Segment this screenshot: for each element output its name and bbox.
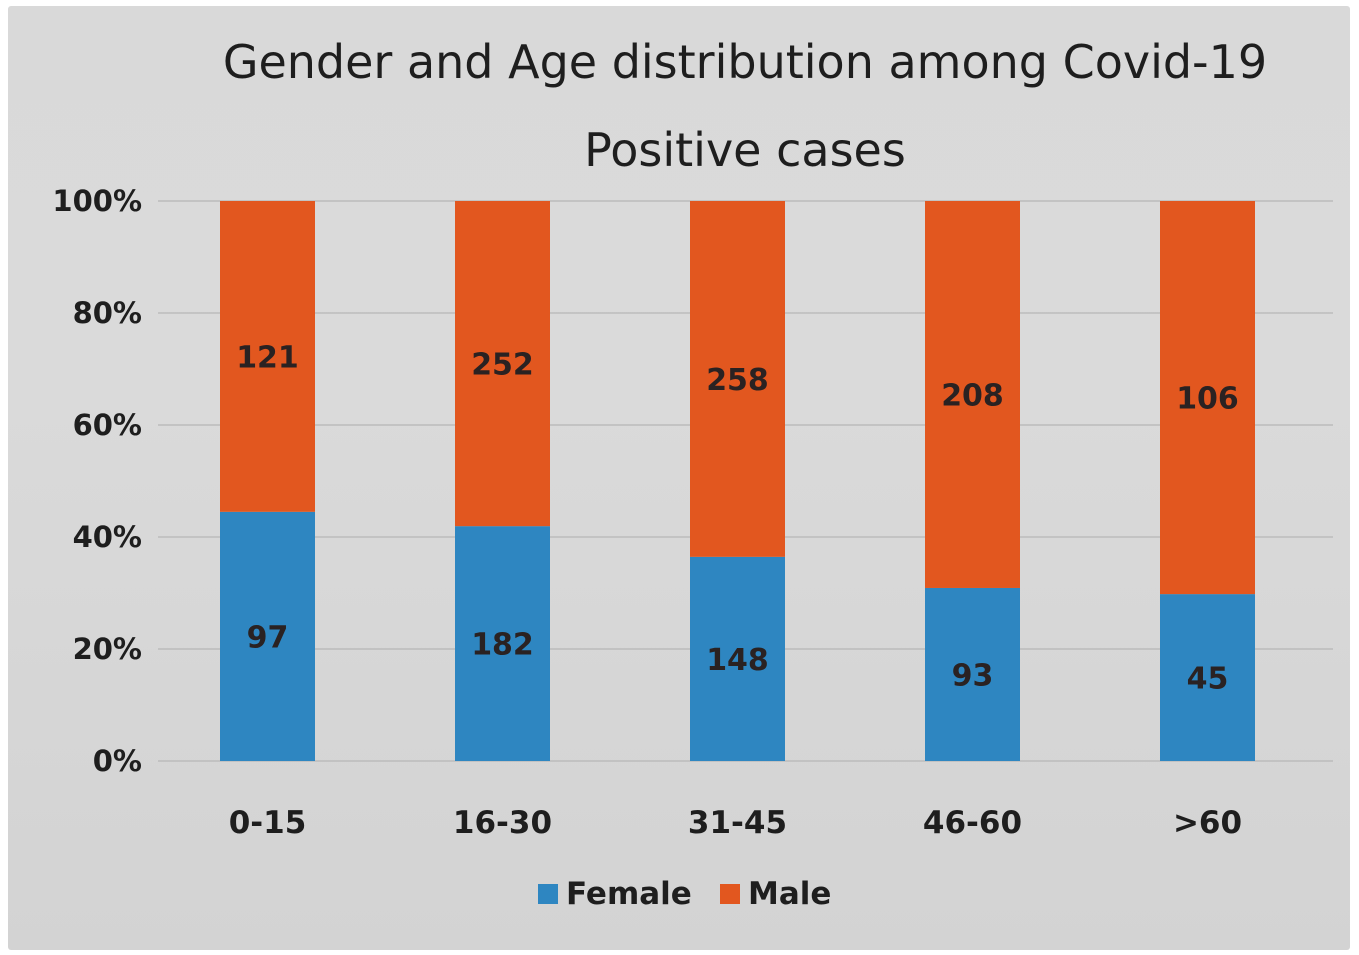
bar-female bbox=[1160, 594, 1255, 761]
y-tick-label: 0% bbox=[93, 744, 142, 778]
chart-frame: Gender and Age distribution among Covid-… bbox=[8, 6, 1350, 950]
bar-female bbox=[690, 556, 785, 761]
chart-title: Gender and Age distribution among Covid-… bbox=[223, 35, 1267, 177]
chart: Gender and Age distribution among Covid-… bbox=[52, 35, 1333, 912]
data-label-female: 45 bbox=[1187, 662, 1229, 697]
data-label-male: 106 bbox=[1176, 382, 1239, 417]
bar-male bbox=[455, 201, 550, 527]
data-label-male: 121 bbox=[236, 340, 299, 375]
chart-title-line-2: Positive cases bbox=[584, 123, 906, 177]
data-label-female: 182 bbox=[471, 628, 534, 663]
data-label-male: 252 bbox=[471, 348, 534, 383]
x-tick-label: 46-60 bbox=[923, 805, 1022, 841]
data-label-female: 93 bbox=[952, 658, 994, 693]
legend-label-female: Female bbox=[566, 876, 692, 912]
legend-label-male: Male bbox=[748, 876, 831, 912]
y-tick-label: 20% bbox=[73, 632, 142, 666]
legend: Female Male bbox=[538, 876, 831, 912]
bar-male bbox=[690, 201, 785, 557]
y-tick-label: 60% bbox=[73, 408, 142, 442]
x-tick-label: 0-15 bbox=[229, 805, 307, 841]
data-label-female: 97 bbox=[247, 620, 289, 655]
data-label-female: 148 bbox=[706, 643, 769, 678]
bar-male bbox=[1160, 201, 1255, 595]
legend-swatch-male bbox=[720, 884, 740, 904]
x-tick-label: 31-45 bbox=[688, 805, 787, 841]
x-axis: 0-15 16-30 31-45 46-60 >60 bbox=[229, 805, 1242, 841]
y-axis: 0% 20% 40% 60% 80% 100% bbox=[52, 184, 142, 778]
x-tick-label: >60 bbox=[1173, 805, 1242, 841]
data-label-male: 208 bbox=[941, 378, 1004, 413]
legend-swatch-female bbox=[538, 884, 558, 904]
y-tick-label: 100% bbox=[52, 184, 142, 218]
bar-male bbox=[220, 201, 315, 512]
bars bbox=[220, 201, 1255, 761]
y-tick-label: 40% bbox=[73, 520, 142, 554]
bar-female bbox=[455, 526, 550, 761]
bar-female bbox=[220, 511, 315, 761]
data-label-male: 258 bbox=[706, 363, 769, 398]
y-tick-label: 80% bbox=[73, 296, 142, 330]
bar-male bbox=[925, 201, 1020, 588]
x-tick-label: 16-30 bbox=[453, 805, 552, 841]
data-labels: 97 121 182 252 148 258 93 208 45 106 bbox=[236, 340, 1239, 696]
chart-title-line-1: Gender and Age distribution among Covid-… bbox=[223, 35, 1267, 89]
bar-female bbox=[925, 587, 1020, 761]
